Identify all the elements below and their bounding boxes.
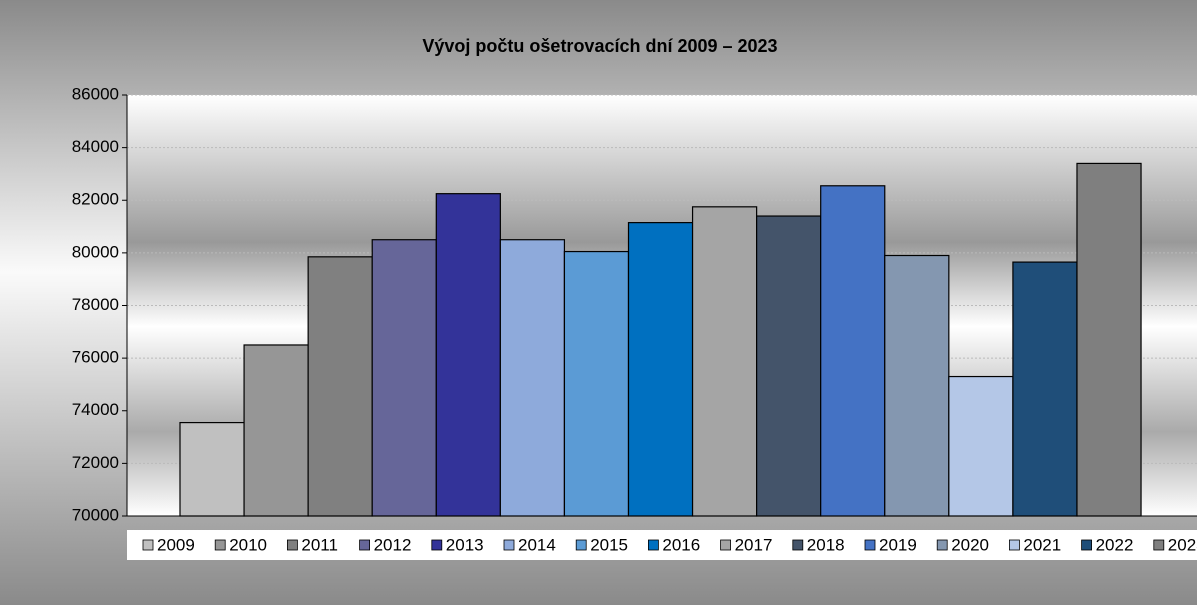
legend-swatch (1153, 539, 1165, 551)
y-tick-label: 82000 (72, 190, 119, 209)
legend-swatch (286, 539, 298, 551)
legend-swatch (503, 539, 515, 551)
bar (627, 222, 694, 517)
legend-label: 2014 (518, 535, 556, 554)
bar (243, 344, 309, 517)
bar (948, 375, 1014, 517)
bar (435, 193, 501, 517)
legend-label: 2019 (879, 535, 917, 554)
legend-swatch (575, 539, 587, 551)
legend-swatch (1081, 539, 1092, 551)
y-tick-label: 86000 (72, 84, 119, 103)
legend-swatch (792, 539, 804, 551)
legend-label: 2023 (1168, 535, 1197, 554)
legend-label: 2018 (807, 535, 845, 554)
legend-label: 2021 (1023, 535, 1061, 554)
legend-swatch (648, 539, 659, 551)
bar (756, 215, 822, 517)
legend-label: 2009 (157, 535, 195, 554)
bar (820, 185, 886, 517)
y-tick-label: 76000 (72, 348, 119, 367)
y-tick-label: 80000 (72, 242, 119, 261)
chart-title: Vývoj počtu ošetrovacích dní 2009 – 2023 (422, 36, 777, 56)
bar (1012, 261, 1078, 517)
bar (307, 256, 373, 517)
legend-label: 2017 (735, 535, 773, 554)
bar (691, 206, 758, 517)
legend-swatch (431, 539, 443, 551)
legend-swatch (1009, 539, 1020, 551)
legend-swatch (142, 539, 154, 551)
bar (371, 239, 437, 517)
bar (1076, 162, 1142, 517)
y-tick-label: 74000 (72, 400, 119, 419)
legend-label: 2022 (1096, 535, 1134, 554)
legend-label: 2020 (951, 535, 989, 554)
y-tick-label: 70000 (72, 505, 119, 524)
legend-label: 2016 (662, 535, 700, 554)
legend-swatch (359, 539, 371, 551)
legend-swatch (864, 539, 876, 551)
bar (563, 250, 630, 517)
bar (179, 421, 245, 517)
y-tick-label: 84000 (72, 137, 119, 156)
legend-swatch (214, 539, 226, 551)
legend-label: 2012 (374, 535, 412, 554)
bar (884, 254, 950, 517)
y-tick-label: 72000 (72, 453, 119, 472)
bar (499, 239, 566, 517)
legend-swatch (936, 539, 948, 551)
legend-swatch (720, 539, 731, 551)
legend-label: 2013 (446, 535, 484, 554)
legend-label: 2011 (301, 535, 338, 554)
y-tick-label: 78000 (72, 295, 119, 314)
legend-label: 2010 (229, 535, 267, 554)
legend-label: 2015 (590, 535, 628, 554)
